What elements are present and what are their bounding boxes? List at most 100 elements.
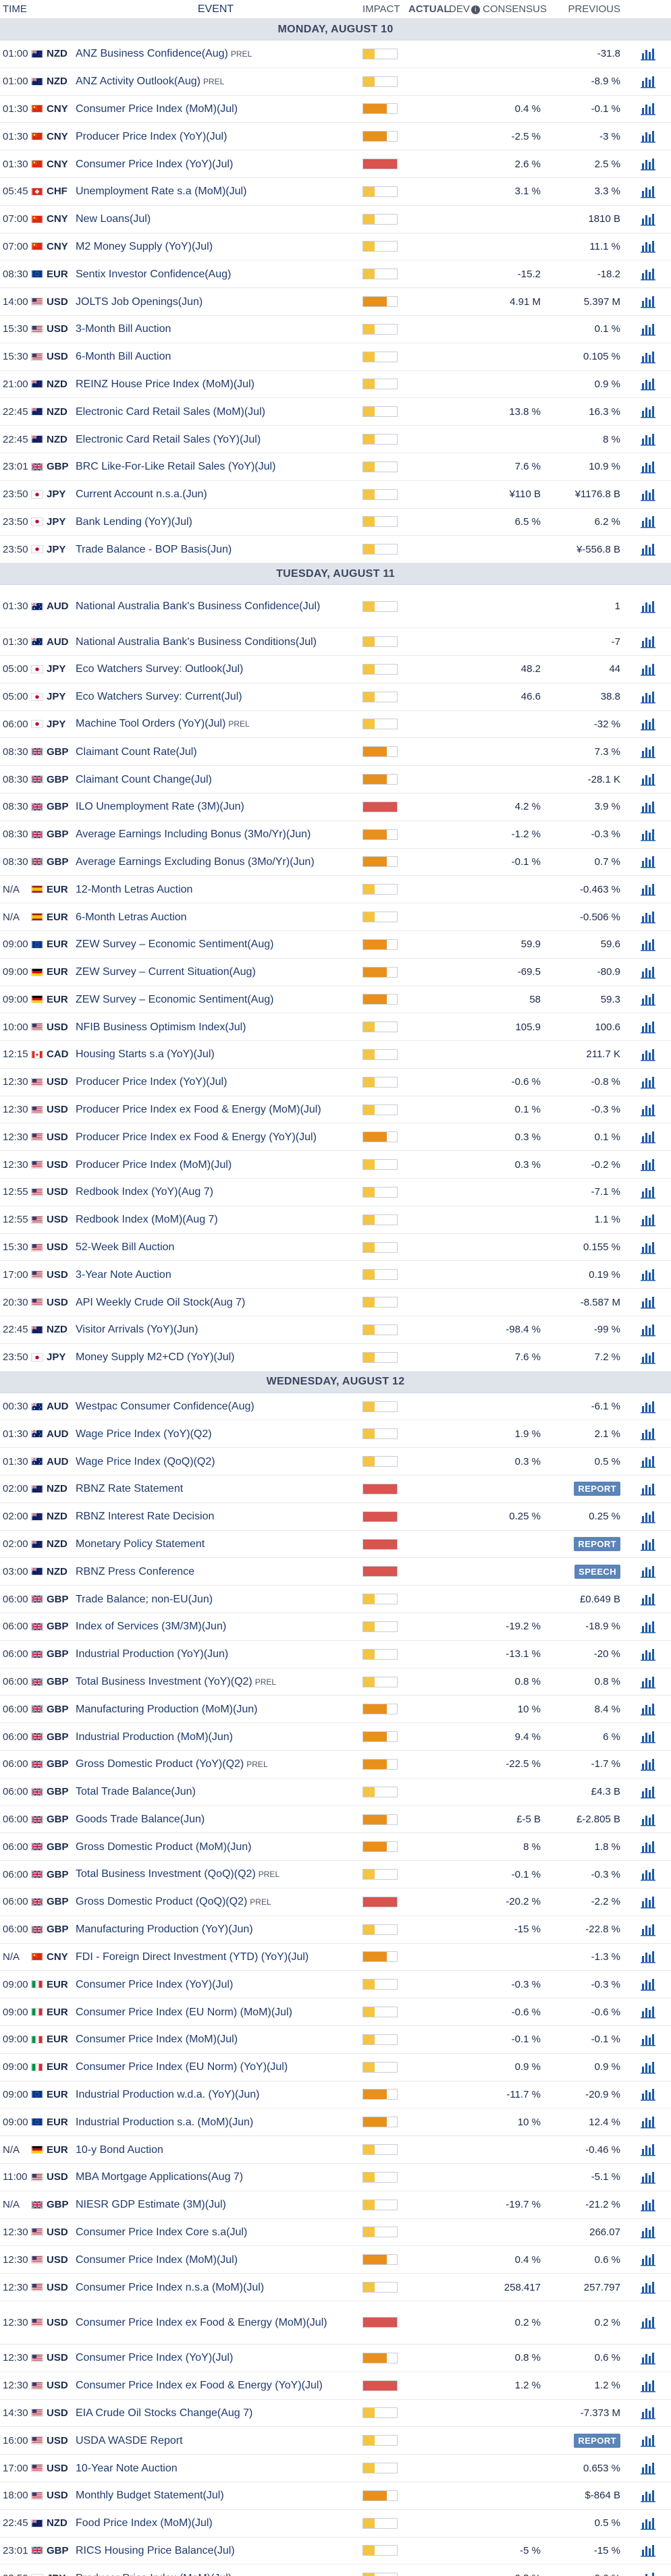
event-name[interactable]: Monthly Budget Statement(Jul) [76, 2490, 224, 2502]
event-name[interactable]: 3-Year Note Auction [76, 1268, 171, 1281]
bar-chart-icon[interactable] [640, 515, 656, 528]
table-row[interactable]: 08:30 GBP Average Earnings Excluding Bon… [0, 848, 671, 876]
table-row[interactable]: 12:30 USD Producer Price Index (MoM)(Jul… [0, 1151, 671, 1179]
chart-icon-cell[interactable] [624, 295, 671, 308]
chart-icon-cell[interactable] [624, 1482, 671, 1496]
event-name[interactable]: 10-y Bond Auction [76, 2144, 163, 2156]
event-name-cell[interactable]: Redbook Index (MoM)(Aug 7) [76, 1213, 363, 1226]
event-name-cell[interactable]: Electronic Card Retail Sales (MoM)(Jul) [76, 405, 363, 418]
event-tag[interactable]: SPEECH [574, 1564, 620, 1579]
chart-icon-cell[interactable] [624, 1455, 671, 1468]
event-name-cell[interactable]: RICS Housing Price Balance(Jul) [76, 2544, 363, 2557]
chart-icon-cell[interactable] [624, 1075, 671, 1089]
table-row[interactable]: 23:50 JPY Bank Lending (YoY)(Jul) 6.5 % … [0, 508, 671, 536]
chart-icon-cell[interactable] [624, 2253, 671, 2266]
event-name[interactable]: RBNZ Press Conference [76, 1565, 195, 1577]
bar-chart-icon[interactable] [640, 542, 656, 556]
event-name[interactable]: ANZ Business Confidence(Aug) [76, 47, 228, 59]
event-name[interactable]: Gross Domestic Product (YoY)(Q2) [76, 1758, 244, 1770]
table-row[interactable]: 16:00 USD USDA WASDE Report REPORT [0, 2427, 671, 2455]
bar-chart-icon[interactable] [640, 690, 656, 704]
table-row[interactable]: 05:45 CHF Unemployment Rate s.a (MoM)(Ju… [0, 177, 671, 206]
bar-chart-icon[interactable] [640, 855, 656, 868]
event-name-cell[interactable]: JOLTS Job Openings(Jun) [76, 296, 363, 308]
event-name[interactable]: Gross Domestic Product (QoQ)(Q2) [76, 1895, 248, 1907]
event-name[interactable]: 6-Month Letras Auction [76, 911, 187, 923]
event-name[interactable]: 10-Year Note Auction [76, 2462, 178, 2474]
chart-icon-cell[interactable] [624, 377, 671, 391]
chart-icon-cell[interactable] [624, 1048, 671, 1061]
chart-icon-cell[interactable] [624, 800, 671, 814]
event-tag[interactable]: REPORT [574, 1482, 620, 1496]
event-name-cell[interactable]: Eco Watchers Survey: Current(Jul) [76, 690, 363, 703]
table-row[interactable]: 06:00 GBP Industrial Production (MoM)(Ju… [0, 1723, 671, 1752]
bar-chart-icon[interactable] [640, 1895, 656, 1909]
table-row[interactable]: 12:30 USD Consumer Price Index (MoM)(Jul… [0, 2246, 671, 2274]
chart-icon-cell[interactable] [624, 663, 671, 676]
table-row[interactable]: 15:30 USD 3-Month Bill Auction 0.1 % [0, 315, 671, 343]
bar-chart-icon[interactable] [640, 2225, 656, 2239]
event-name-cell[interactable]: Consumer Price Index Core s.a(Jul) [76, 2226, 363, 2239]
bar-chart-icon[interactable] [640, 2316, 656, 2329]
chart-icon-cell[interactable] [624, 2351, 671, 2365]
chart-icon-cell[interactable] [624, 1950, 671, 1963]
event-name-cell[interactable]: Goods Trade Balance(Jun) [76, 1813, 363, 1826]
event-name[interactable]: Wage Price Index (QoQ)(Q2) [76, 1455, 215, 1467]
chart-icon-cell[interactable] [624, 2489, 671, 2502]
event-name-cell[interactable]: Eco Watchers Survey: Outlook(Jul) [76, 663, 363, 675]
table-row[interactable]: 09:00 EUR Industrial Production s.a. (Mo… [0, 2108, 671, 2137]
bar-chart-icon[interactable] [640, 1978, 656, 1991]
chart-icon-cell[interactable] [624, 2571, 671, 2576]
table-row[interactable]: 18:00 USD Monthly Budget Statement(Jul) … [0, 2482, 671, 2510]
event-name[interactable]: Total Trade Balance(Jun) [76, 1786, 196, 1798]
event-name-cell[interactable]: USDA WASDE Report [76, 2434, 363, 2447]
chart-icon-cell[interactable] [624, 1241, 671, 1254]
event-name[interactable]: Industrial Production (YoY)(Jun) [76, 1648, 229, 1660]
bar-chart-icon[interactable] [640, 1048, 656, 1061]
table-row[interactable]: 12:30 USD Consumer Price Index Core s.a(… [0, 2218, 671, 2247]
bar-chart-icon[interactable] [640, 1295, 656, 1309]
bar-chart-icon[interactable] [640, 717, 656, 731]
event-name[interactable]: NFIB Business Optimism Index(Jul) [76, 1021, 246, 1033]
chart-icon-cell[interactable] [624, 2061, 671, 2074]
event-name[interactable]: Consumer Price Index Core s.a(Jul) [76, 2226, 248, 2238]
chart-icon-cell[interactable] [624, 1868, 671, 1881]
event-name[interactable]: Westpac Consumer Confidence(Aug) [76, 1401, 254, 1413]
event-name-cell[interactable]: Gross Domestic Product (MoM)(Jun) [76, 1841, 363, 1853]
chart-icon-cell[interactable] [624, 2544, 671, 2557]
table-row[interactable]: 11:00 USD MBA Mortgage Applications(Aug … [0, 2163, 671, 2191]
bar-chart-icon[interactable] [640, 1020, 656, 1034]
chart-icon-cell[interactable] [624, 1840, 671, 1853]
event-name[interactable]: Total Business Investment (YoY)(Q2) [76, 1675, 252, 1687]
chart-icon-cell[interactable] [624, 2005, 671, 2019]
table-row[interactable]: 23:50 JPY Trade Balance - BOP Basis(Jun)… [0, 536, 671, 564]
event-name-cell[interactable]: Unemployment Rate s.a (MoM)(Jul) [76, 185, 363, 198]
chart-icon-cell[interactable] [624, 2225, 671, 2239]
table-row[interactable]: 01:30 AUD Wage Price Index (YoY)(Q2) 1.9… [0, 1420, 671, 1449]
event-name[interactable]: API Weekly Crude Oil Stock(Aug 7) [76, 1296, 246, 1308]
chart-icon-cell[interactable] [624, 267, 671, 281]
chart-icon-cell[interactable] [624, 2461, 671, 2475]
chart-icon-cell[interactable] [624, 773, 671, 786]
event-name[interactable]: Producer Price Index (MoM)(Jul) [76, 2573, 232, 2576]
table-row[interactable]: 09:00 EUR ZEW Survey – Current Situation… [0, 958, 671, 986]
event-name-cell[interactable]: National Australia Bank's Business Condi… [76, 636, 363, 648]
bar-chart-icon[interactable] [640, 1400, 656, 1413]
event-name[interactable]: Eco Watchers Survey: Outlook(Jul) [76, 663, 244, 675]
bar-chart-icon[interactable] [640, 1268, 656, 1281]
event-name-cell[interactable]: Consumer Price Index (MoM)(Jul) [76, 2033, 363, 2046]
bar-chart-icon[interactable] [640, 2033, 656, 2046]
event-name[interactable]: BRC Like-For-Like Retail Sales (YoY)(Jul… [76, 461, 276, 473]
bar-chart-icon[interactable] [640, 1868, 656, 1881]
bar-chart-icon[interactable] [640, 2461, 656, 2475]
chart-icon-cell[interactable] [624, 2198, 671, 2212]
bar-chart-icon[interactable] [640, 1538, 656, 1551]
event-name[interactable]: Money Supply M2+CD (YoY)(Jul) [76, 1351, 235, 1364]
table-row[interactable]: 01:30 CNY Consumer Price Index (YoY)(Jul… [0, 150, 671, 178]
table-row[interactable]: 02:00 NZD Monetary Policy Statement REPO… [0, 1530, 671, 1559]
table-row[interactable]: 01:30 CNY Consumer Price Index (MoM)(Jul… [0, 95, 671, 123]
event-name-cell[interactable]: New Loans(Jul) [76, 213, 363, 225]
chart-icon-cell[interactable] [624, 938, 671, 951]
event-name-cell[interactable]: Consumer Price Index (MoM)(Jul) [76, 103, 363, 115]
chart-icon-cell[interactable] [624, 745, 671, 758]
